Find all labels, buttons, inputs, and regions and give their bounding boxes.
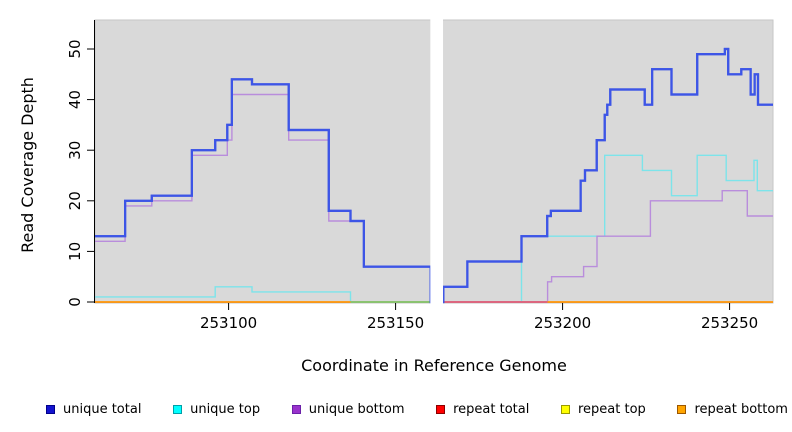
y-axis-title: Read Coverage Depth: [18, 77, 37, 253]
x-tick-label: 253250: [701, 314, 758, 332]
y-tick-label: 30: [66, 141, 84, 160]
y-tick-label: 0: [66, 297, 84, 307]
legend-swatch-unique-top: [173, 404, 183, 414]
plot-layer: 0 10 20 30 40 50 253100 253150 253200 253250: [66, 19, 774, 332]
legend-item-repeat-total: repeat total: [436, 402, 529, 417]
legend-swatch-repeat-bottom: [677, 404, 687, 414]
legend: unique total unique top unique bottom re…: [46, 399, 788, 419]
y-tick-label: 20: [66, 191, 84, 210]
y-tick-label: 40: [66, 90, 84, 109]
legend-label: unique total: [63, 401, 142, 417]
legend-item-repeat-bottom: repeat bottom: [677, 402, 788, 417]
legend-label: repeat bottom: [694, 401, 788, 417]
x-tick-label: 253100: [200, 314, 257, 332]
series-line-unique-top: [95, 154, 773, 303]
legend-swatch-repeat-top: [561, 404, 570, 414]
legend-item-unique-top: unique top: [173, 402, 260, 417]
y-tick-label: 50: [66, 39, 84, 58]
legend-item-repeat-top: repeat top: [561, 402, 646, 417]
legend-label: repeat top: [578, 401, 646, 417]
legend-label: unique bottom: [308, 401, 405, 417]
legend-swatch-unique-bottom: [291, 404, 301, 414]
legend-label: repeat total: [453, 401, 530, 417]
legend-swatch-repeat-total: [436, 404, 446, 414]
legend-label: unique top: [190, 401, 261, 417]
x-tick-label: 253150: [367, 314, 424, 332]
legend-item-unique-total: unique total: [46, 402, 141, 417]
y-tick-label: 10: [66, 242, 84, 261]
legend-swatch-unique-total: [46, 404, 55, 414]
legend-item-unique-bottom: unique bottom: [291, 401, 405, 417]
panel-gap: [430, 19, 444, 306]
x-axis-title: Coordinate in Reference Genome: [301, 356, 567, 375]
series-line-unique-total-top: [95, 47, 773, 304]
x-tick-label: 253200: [534, 314, 591, 332]
